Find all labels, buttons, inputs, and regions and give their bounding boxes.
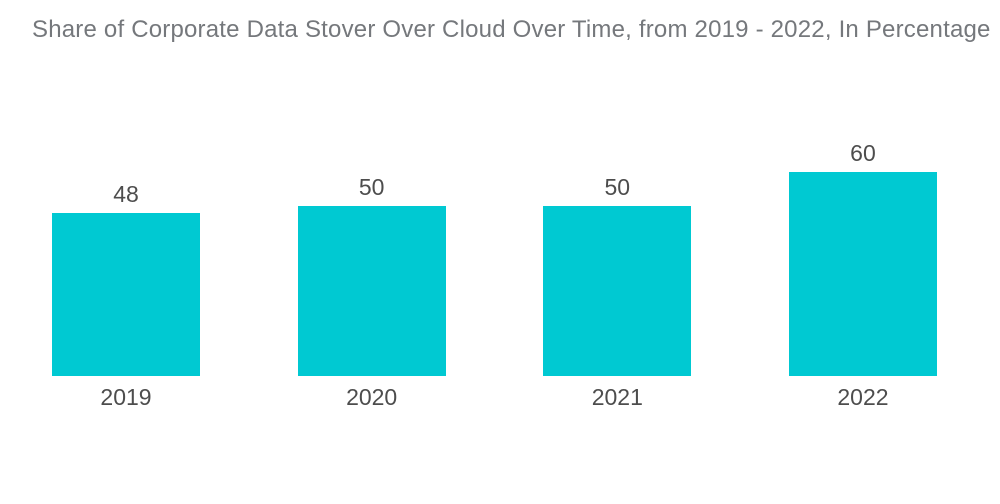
bar-group: 50 2020 bbox=[297, 174, 446, 409]
category-label: 2019 bbox=[100, 384, 152, 410]
category-label: 2022 bbox=[837, 384, 889, 410]
bar bbox=[52, 212, 200, 376]
bar-value-label: 50 bbox=[358, 174, 385, 200]
bar-value-label: 60 bbox=[850, 140, 876, 166]
bar-group: 60 2022 bbox=[788, 140, 937, 409]
bar bbox=[543, 206, 692, 376]
bar bbox=[788, 172, 937, 376]
category-label: 2020 bbox=[346, 384, 398, 410]
bar-value-label: 48 bbox=[113, 180, 139, 207]
chart-title: Share of Corporate Data Stover Over Clou… bbox=[32, 16, 991, 43]
bar bbox=[297, 206, 446, 376]
bar-group: 50 2021 bbox=[543, 174, 692, 409]
bar-group: 48 2019 bbox=[52, 180, 200, 409]
category-label: 2021 bbox=[591, 384, 643, 410]
bar-value-label: 50 bbox=[604, 174, 631, 200]
bar-chart: 48 2019 50 2020 50 2021 60 2022 bbox=[52, 140, 937, 409]
